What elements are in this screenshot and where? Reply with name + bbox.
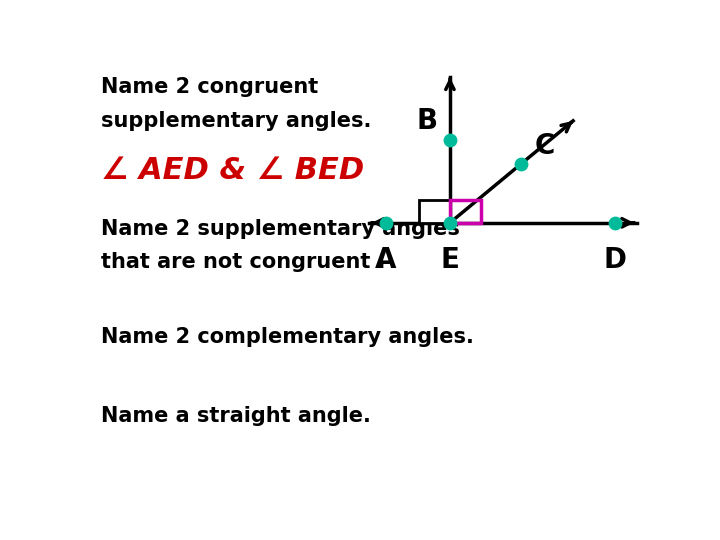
Text: Name a straight angle.: Name a straight angle. [101, 406, 371, 426]
Text: supplementary angles.: supplementary angles. [101, 111, 372, 131]
Text: that are not congruent .: that are not congruent . [101, 252, 386, 272]
Text: C: C [535, 132, 555, 160]
Point [380, 219, 392, 227]
Text: B: B [416, 107, 438, 136]
Text: ∠ AED & ∠ BED: ∠ AED & ∠ BED [101, 156, 364, 185]
Text: A: A [375, 246, 397, 274]
Text: Name 2 congruent: Name 2 congruent [101, 77, 318, 97]
Text: Name 2 supplementary angles: Name 2 supplementary angles [101, 219, 460, 239]
Point [609, 219, 621, 227]
Point [444, 219, 456, 227]
Point [515, 160, 526, 168]
Text: D: D [603, 246, 626, 274]
Point [444, 136, 456, 144]
Text: E: E [441, 246, 459, 274]
Bar [450, 200, 481, 223]
Text: Name 2 complementary angles.: Name 2 complementary angles. [101, 327, 474, 347]
Bar [419, 200, 450, 223]
